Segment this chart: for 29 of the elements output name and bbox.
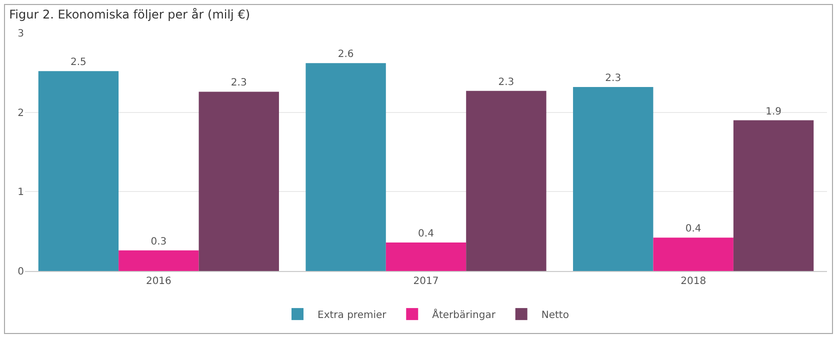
x-tick-label: 2016 <box>146 276 172 287</box>
data-label: 0.3 <box>150 236 167 248</box>
bar <box>653 238 734 271</box>
bar <box>386 242 466 271</box>
bar <box>198 92 279 271</box>
bar <box>573 86 654 271</box>
y-tick-label: 0 <box>18 266 24 278</box>
data-label: 0.4 <box>685 224 702 235</box>
y-tick-label: 3 <box>18 28 24 40</box>
legend-label: Extra premier <box>318 310 388 321</box>
chart-title: Figur 2. Ekonomiska följer per år (milj €) <box>9 7 250 22</box>
bar <box>38 71 119 271</box>
bar <box>118 250 199 271</box>
x-tick-label: 2018 <box>680 276 706 287</box>
data-label: 1.9 <box>766 106 782 118</box>
y-tick-label: 2 <box>18 108 24 119</box>
data-label: 0.4 <box>418 228 434 240</box>
data-label: 2.3 <box>230 78 247 89</box>
legend-label: Netto <box>541 310 569 321</box>
data-label: 2.5 <box>70 57 86 68</box>
x-tick-label: 2017 <box>413 276 439 287</box>
bar <box>733 120 814 271</box>
y-tick-label: 1 <box>18 187 24 198</box>
data-label: 2.3 <box>605 72 622 84</box>
legend-label: Återbäringar <box>432 308 496 321</box>
data-label: 2.3 <box>498 76 514 88</box>
data-label: 2.6 <box>338 49 354 60</box>
bar <box>466 90 546 271</box>
bar <box>306 63 386 271</box>
